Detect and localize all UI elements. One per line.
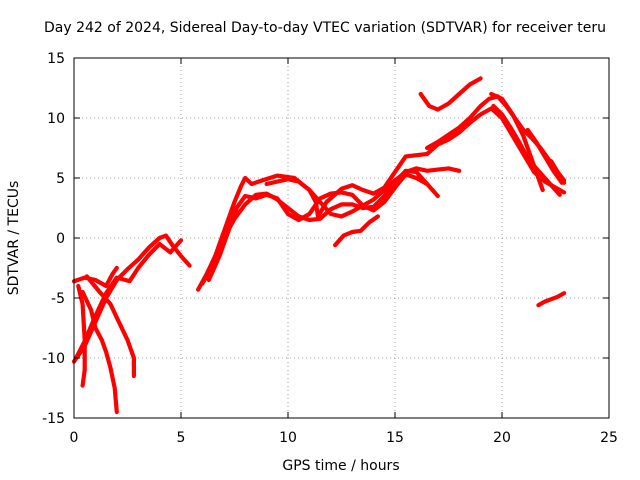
y-tick-label: 0 [56, 231, 65, 247]
y-tick-label: 10 [47, 111, 65, 127]
y-axis-label: SDTVAR / TECUs [6, 181, 22, 296]
data-series-group [71, 76, 567, 415]
series-track-8 [200, 166, 462, 286]
series-track-1 [71, 233, 192, 364]
y-tick-label: 5 [56, 171, 65, 187]
series-track-4 [84, 274, 136, 379]
y-tick-label: -5 [51, 291, 65, 307]
chart-title: Day 242 of 2024, Sidereal Day-to-day VTE… [44, 20, 606, 36]
series-track-18 [536, 291, 567, 308]
series-track-15 [491, 103, 562, 197]
series-track-5 [71, 265, 119, 289]
x-tick-label: 0 [70, 430, 79, 446]
series-track-6 [76, 283, 87, 388]
series-track-7 [196, 168, 440, 292]
y-tick-label: -10 [42, 351, 65, 367]
series-track-3 [80, 289, 119, 415]
series-track-13 [418, 76, 483, 112]
axis-ticks: 0 5 10 15 20 25 -15 -10 -5 0 5 10 15 [42, 51, 618, 446]
series-track-14 [489, 91, 545, 193]
series-track-11 [333, 214, 380, 248]
series-track-2 [74, 238, 184, 361]
y-tick-label: 15 [47, 51, 65, 67]
y-tick-label: -15 [42, 411, 65, 427]
x-tick-label: 5 [177, 430, 186, 446]
series-track-16 [525, 127, 564, 185]
x-tick-label: 10 [279, 430, 297, 446]
series-track-10 [264, 106, 567, 219]
x-tick-label: 15 [386, 430, 404, 446]
x-tick-label: 25 [600, 430, 618, 446]
series-track-17 [549, 159, 567, 183]
x-tick-label: 20 [493, 430, 511, 446]
x-axis-label: GPS time / hours [282, 458, 399, 474]
